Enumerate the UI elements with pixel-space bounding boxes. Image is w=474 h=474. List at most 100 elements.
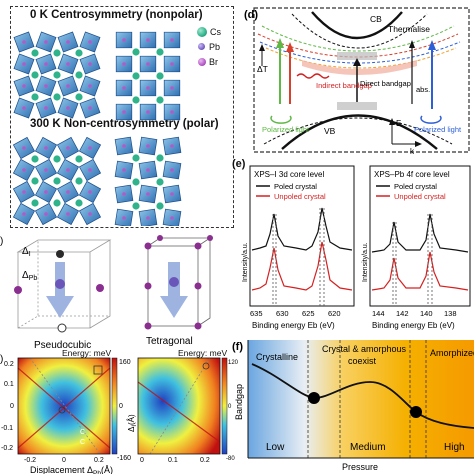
br-atom [66, 84, 70, 88]
br-atom [66, 212, 70, 216]
y-tick: 0.1 [4, 381, 14, 388]
x-tick-left: 0.2 [94, 457, 104, 464]
abs-label: abs. [416, 85, 430, 94]
br-atom [122, 144, 126, 148]
br-atom [146, 192, 150, 196]
region-crystalline: Crystalline [256, 352, 298, 362]
delta-pb-label: ΔPb [22, 270, 37, 282]
heatmap-left [18, 358, 110, 454]
band-diagram: (d) CB VB Thermalise ΔT Indirect bandgap… [244, 7, 470, 156]
xps-left-legend-poled: Poled crystal [274, 182, 317, 191]
delta-t-label: ΔT [257, 64, 268, 74]
region-coexist-line2: coexist [348, 356, 377, 366]
br-atom [170, 216, 174, 220]
legend-label-cs: Cs [210, 26, 221, 37]
legend-item-cs: Cs [197, 24, 233, 39]
cs-atom [156, 154, 164, 162]
br-atom [66, 168, 70, 172]
xps-right-xlabel: Binding energy Eb (eV) [372, 321, 455, 330]
y-tick: -0.1 [1, 425, 13, 432]
panel-d-label: (d) [244, 9, 258, 21]
cs-atom [156, 72, 164, 80]
right-ylabel: ΔI(Å) [127, 414, 138, 432]
heatmap-annot-c1: C [80, 429, 85, 436]
thermalise-label: Thermalise [388, 24, 430, 34]
xps-right-legend-unpoled: Unpoled crystal [394, 192, 446, 201]
cs-atom [53, 71, 61, 79]
br-atom [122, 62, 126, 66]
br-atom [88, 212, 92, 216]
tag-high: High [444, 442, 465, 453]
xps-left-legend-unpoled: Unpoled crystal [274, 192, 326, 201]
cbar-left-tick: 160 [119, 359, 131, 366]
x-tick-left: -0.2 [24, 457, 36, 464]
br-atom [44, 168, 48, 172]
cbar-right-tick: 0 [228, 404, 232, 410]
br-atom [88, 62, 92, 66]
cs-atom [53, 93, 61, 101]
cs-atom [31, 71, 39, 79]
br-atom [88, 146, 92, 150]
unit-cell-diagrams: ) ΔI ΔPb Pseudocubic Tetragonal [0, 235, 213, 351]
br-atom [122, 192, 126, 196]
indirect-gap-wave [296, 73, 330, 79]
cs-atom [75, 199, 83, 207]
br-atom [44, 84, 48, 88]
br-atom [22, 106, 26, 110]
xps-left-tick: 635 [250, 309, 263, 318]
legend-item-br: Br [197, 54, 233, 69]
pb-atom-icon [198, 43, 205, 50]
panel-e-label: (e) [232, 158, 246, 170]
br-atom [88, 84, 92, 88]
cs-atom [53, 155, 61, 163]
br-atom [22, 62, 26, 66]
heatmap-xlabel: Displacement ΔPb(Å) [30, 465, 113, 474]
x-tick-left: 0 [62, 457, 66, 464]
br-atom [170, 168, 174, 172]
br-atom [44, 62, 48, 66]
br-atom [44, 146, 48, 150]
crystal-structure-images [12, 31, 182, 226]
pb-atom [55, 279, 65, 289]
tag-low: Low [266, 442, 285, 453]
br-atom [44, 106, 48, 110]
cs-atom [132, 178, 140, 186]
cs-atom [31, 155, 39, 163]
br-atom-icon [198, 57, 206, 66]
br-atom [146, 216, 150, 220]
x-tick-right: 0.2 [200, 457, 210, 464]
br-atom [22, 190, 26, 194]
heatmap-right-energy-label: Energy: meV [178, 348, 228, 358]
cs-atom [156, 48, 164, 56]
legend-label-br: Br [209, 56, 218, 67]
vb-label: VB [324, 126, 336, 136]
cs-atom [53, 177, 61, 185]
circular-polarization-left-icon [270, 115, 292, 124]
y-tick: -0.2 [1, 445, 13, 452]
hot-carrier-curve-orange [265, 47, 457, 69]
panel-a-title-bottom: 300 K Non-centrosymmetry (polar) [30, 118, 219, 130]
cs-atom [156, 96, 164, 104]
cb-label: CB [370, 14, 382, 24]
axis-e-label: E [396, 119, 401, 128]
panel-a [10, 6, 234, 228]
hot-carrier-curve-green [261, 25, 455, 52]
gap-shading-bottom [337, 102, 377, 110]
xps-right-tick: 144 [372, 309, 385, 318]
indirect-label: Indirect bandgap [316, 81, 372, 90]
panel-a-legend: Cs Pb Br [197, 24, 233, 69]
cs-atom [31, 49, 39, 57]
colorbar-right [221, 357, 228, 455]
cs-atom [132, 96, 140, 104]
xps-right-poled-curve [371, 213, 469, 253]
delta-i-label: ΔI [22, 246, 31, 258]
br-atom [170, 38, 174, 42]
br-atom [22, 212, 26, 216]
br-atom [146, 110, 150, 114]
br-atom [44, 40, 48, 44]
xps-right-ylabel: Intensity/a.u. [362, 242, 369, 282]
br-atom [66, 190, 70, 194]
transition-point-1 [308, 392, 320, 404]
heatmap-panel: ) C C 160 0 -160 0.2 0.1 0 -0.1 -0.2 -0.… [0, 354, 238, 474]
br-atom [122, 110, 126, 114]
